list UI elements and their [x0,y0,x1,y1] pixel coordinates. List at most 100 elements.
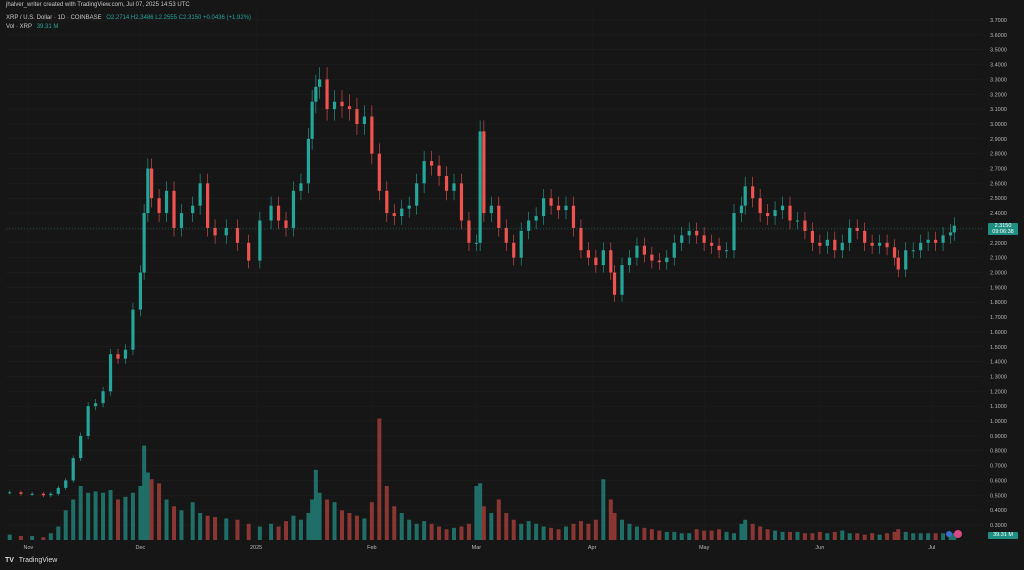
y-tick-label: 2.1000 [990,256,1007,262]
x-tick-label: 2025 [250,545,262,551]
candle-body [86,406,90,436]
candle-body [512,242,516,258]
candle-body [878,242,882,246]
y-tick-label: 3.2000 [990,92,1007,98]
candle-body [542,198,546,217]
volume-bar [627,523,632,540]
y-tick-label: 1.9000 [990,285,1007,291]
y-tick-label: 2.0000 [990,271,1007,277]
candle-body [198,183,202,206]
volume-title: Vol · XRP [6,24,33,30]
volume-bar [78,486,83,540]
volume-bar [649,529,654,540]
candle-body [948,232,953,236]
volume-bar [172,506,176,540]
candle-body [519,230,523,258]
volume-bar [612,513,617,540]
candle-body [527,220,531,231]
candle-body [773,210,777,217]
candle-body [497,205,501,228]
event-marker-icon[interactable] [946,531,952,537]
volume-bar [862,534,867,540]
y-tick-label: 0.5000 [990,493,1007,499]
volume-bar [101,492,106,540]
tradingview-footer[interactable]: TV TradingView [5,557,57,564]
candle-body [235,227,240,243]
candle-body [896,257,900,270]
volume-bar [694,529,699,540]
volume-bar [941,533,946,540]
volume-bar [732,533,736,540]
candle-body [642,245,646,255]
y-tick-label: 0.6000 [990,478,1007,484]
candle-body [665,257,669,263]
candle-body [702,235,706,243]
candle-body [362,116,366,124]
current-price: 2.3150 [994,223,1012,229]
candle-body [549,198,553,206]
volume-bar [534,523,539,540]
y-tick-label: 1.0000 [990,419,1007,425]
candle-body [377,153,381,191]
volume-bar [149,479,154,540]
volume-bar [840,530,845,540]
volume-bar [642,527,647,540]
candle-body [766,213,770,217]
volume-bar [213,517,218,540]
volume-bar [429,523,434,540]
volume-bar [877,534,882,540]
volume-bar [459,526,464,540]
volume-bar [504,513,509,540]
candle-body [680,235,684,243]
candle-body [586,250,590,258]
volume-bar [452,527,456,540]
y-tick-label: 2.5000 [990,196,1007,202]
volume-bar [269,523,274,540]
candle-body [870,242,874,246]
candle-body [687,230,691,236]
volume-bar [758,526,763,540]
candle-body [848,227,852,243]
candle-body [284,220,288,228]
candle-body [385,190,389,214]
volume-bar [911,533,916,540]
volume-bar [724,531,729,540]
volume-bar [108,490,113,540]
candle-body [601,250,605,266]
candle-body [459,183,464,221]
y-tick-label: 2.9000 [990,137,1007,143]
volume-bar [407,519,412,540]
current-price-label: 2.3150 09:06:38 [988,223,1018,235]
candle-body [291,190,296,228]
volume-bar [142,445,147,540]
volume-bar [41,537,46,540]
x-tick-label: Nov [24,545,34,551]
candle-body [64,480,68,488]
candle-body [803,220,807,231]
volume-bar [519,523,524,540]
y-tick-label: 3.0000 [990,122,1007,128]
candle-body [695,230,699,236]
candle-body [276,205,281,221]
y-tick-label: 2.8000 [990,152,1007,158]
volume-legend: Vol · XRP 39.31 M [6,24,61,31]
volume-bar [399,513,404,540]
volume-bar [750,523,755,540]
flag-icon[interactable] [954,530,962,538]
y-tick-label: 0.3000 [990,523,1007,529]
candle-body [635,245,639,258]
volume-bar [802,533,807,540]
y-tick-label: 2.2000 [990,241,1007,247]
volume-bar [825,533,830,540]
candle-body [94,403,98,407]
volume-bar [7,534,12,540]
volume-bar [571,523,576,540]
candle-body [347,106,352,110]
volume-bar [145,472,150,540]
candle-body [430,161,434,166]
candle-body [19,492,23,494]
candle-body [437,165,441,176]
candle-body [306,138,310,184]
candle-body [370,116,374,154]
